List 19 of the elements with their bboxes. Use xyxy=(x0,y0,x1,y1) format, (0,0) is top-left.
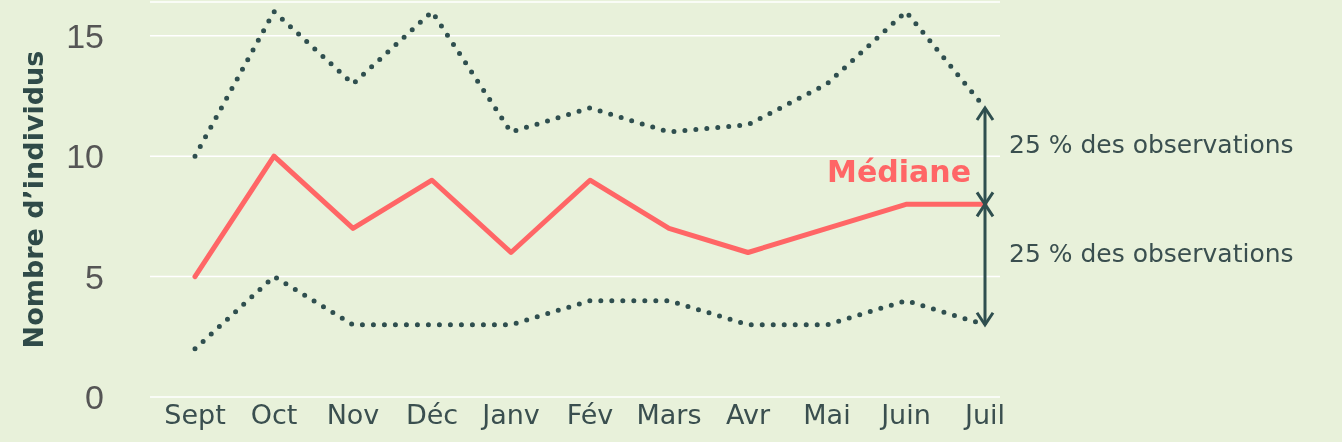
x-tick-label: Mai xyxy=(803,399,851,431)
text: 25 % des observations xyxy=(1009,238,1294,268)
y-tick-label: 10 xyxy=(66,137,104,176)
x-tick-label: Mars xyxy=(636,399,702,431)
x-tick-label: Juil xyxy=(962,399,1006,431)
y-axis-title: Nombre d’individus xyxy=(17,50,49,349)
x-tick-label: Juin xyxy=(879,399,931,431)
x-tick-label: Janv xyxy=(480,399,540,431)
x-tick-label: Nov xyxy=(326,399,380,431)
series-label: Médiane xyxy=(827,154,971,190)
text: 25 % des observations xyxy=(1009,130,1294,160)
x-tick-label: Déc xyxy=(405,399,459,431)
x-tick-label: Fév xyxy=(566,399,614,431)
y-tick-label: 0 xyxy=(85,378,104,417)
y-tick-label: 15 xyxy=(66,16,104,55)
x-tick-label: Avr xyxy=(726,399,771,431)
x-tick-label: Oct xyxy=(250,399,298,431)
y-tick-label: 5 xyxy=(85,257,104,296)
x-tick-label: Sept xyxy=(164,399,226,431)
